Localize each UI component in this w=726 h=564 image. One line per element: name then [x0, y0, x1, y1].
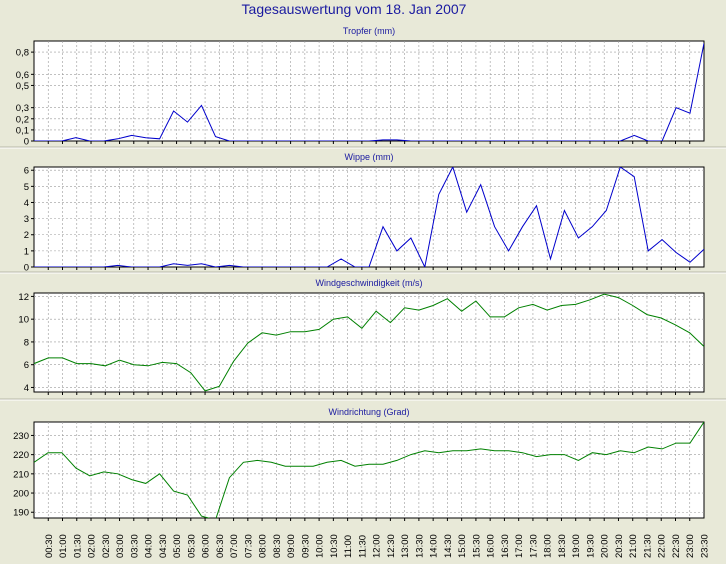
- x-tick-label: 17:00: [514, 534, 525, 558]
- x-tick-label: 13:30: [414, 534, 425, 558]
- y-tick-label: 6: [24, 360, 29, 371]
- y-tick-label: 0,5: [16, 81, 29, 92]
- x-tick-label: 03:00: [115, 534, 126, 558]
- y-tick-label: 220: [13, 450, 29, 461]
- x-tick-label: 07:00: [229, 534, 240, 558]
- x-tick-label: 19:30: [585, 534, 596, 558]
- x-tick-label: 13:00: [400, 534, 411, 558]
- y-tick-label: 0,1: [16, 125, 29, 136]
- x-tick-label: 16:30: [500, 534, 511, 558]
- plot-area: [33, 421, 705, 519]
- x-tick-label: 21:30: [642, 534, 653, 558]
- y-tick-label: 0,2: [16, 114, 29, 125]
- y-tick-label: 0,8: [16, 48, 29, 59]
- panel-title: Windrichtung (Grad): [328, 407, 409, 417]
- x-tick-label: 11:00: [343, 535, 354, 558]
- x-tick-label: 16:00: [486, 534, 497, 558]
- x-tick-label: 14:00: [429, 534, 440, 558]
- x-tick-label: 20:30: [614, 534, 625, 558]
- x-tick-label: 20:00: [600, 534, 611, 558]
- x-tick-label: 06:30: [215, 534, 226, 558]
- x-tick-label: 05:00: [172, 534, 183, 558]
- y-tick-label: 2: [24, 230, 29, 241]
- x-tick-label: 22:30: [671, 534, 682, 558]
- x-tick-label: 07:30: [243, 534, 254, 558]
- x-tick-label: 22:00: [657, 534, 668, 558]
- panel-title: Wippe (mm): [345, 152, 394, 162]
- chart-title: Tagesauswertung vom 18. Jan 2007: [242, 1, 467, 17]
- y-tick-label: 4: [24, 383, 29, 394]
- x-tick-label: 01:00: [58, 534, 69, 558]
- y-tick-label: 210: [13, 469, 29, 480]
- x-tick-label: 10:00: [315, 534, 326, 558]
- x-tick-label: 21:00: [628, 534, 639, 558]
- y-tick-label: 5: [24, 182, 29, 193]
- x-tick-label: 11:30: [357, 535, 368, 558]
- y-tick-label: 10: [18, 315, 29, 326]
- x-tick-label: 06:00: [201, 534, 212, 558]
- x-tick-label: 23:30: [700, 534, 711, 558]
- y-tick-label: 0: [24, 263, 29, 274]
- y-tick-label: 1: [24, 246, 29, 257]
- y-tick-label: 200: [13, 489, 29, 500]
- y-tick-label: 0,3: [16, 103, 29, 114]
- plot-area: [33, 166, 705, 268]
- x-tick-label: 14:30: [443, 534, 454, 558]
- x-tick-label: 17:30: [528, 534, 539, 558]
- y-tick-label: 0: [24, 137, 29, 148]
- x-tick-label: 12:00: [372, 534, 383, 558]
- x-tick-label: 01:30: [72, 534, 83, 558]
- plot-area: [33, 292, 705, 393]
- x-tick-label: 04:00: [144, 534, 155, 558]
- x-tick-label: 08:00: [258, 534, 269, 558]
- series-line: [34, 293, 704, 392]
- x-tick-label: 19:00: [571, 534, 582, 558]
- x-tick-label: 00:30: [44, 534, 55, 558]
- y-tick-label: 3: [24, 214, 29, 225]
- x-tick-label: 18:30: [557, 534, 568, 558]
- x-tick-label: 23:00: [685, 534, 696, 558]
- y-tick-label: 190: [13, 508, 29, 519]
- x-tick-label: 09:30: [300, 534, 311, 558]
- x-tick-label: 02:00: [87, 534, 98, 558]
- x-tick-label: 10:30: [329, 534, 340, 558]
- x-tick-label: 04:30: [158, 534, 169, 558]
- x-tick-label: 02:30: [101, 534, 112, 558]
- y-tick-label: 8: [24, 337, 29, 348]
- y-tick-label: 12: [18, 292, 29, 303]
- x-tick-label: 03:30: [129, 534, 140, 558]
- y-tick-label: 4: [24, 198, 29, 209]
- x-tick-label: 18:00: [543, 534, 554, 558]
- panel-title: Windgeschwindigkeit (m/s): [315, 278, 422, 288]
- x-tick-label: 15:00: [457, 534, 468, 558]
- y-tick-label: 6: [24, 166, 29, 177]
- x-tick-label: 15:30: [471, 534, 482, 558]
- x-tick-label: 05:30: [186, 534, 197, 558]
- x-tick-label: 08:30: [272, 534, 283, 558]
- x-tick-label: 12:30: [386, 534, 397, 558]
- y-tick-label: 230: [13, 431, 29, 442]
- y-tick-label: 0,6: [16, 70, 29, 81]
- x-tick-label: 09:00: [286, 534, 297, 558]
- plot-area: [33, 40, 705, 142]
- panel-title: Tropfer (mm): [343, 26, 395, 36]
